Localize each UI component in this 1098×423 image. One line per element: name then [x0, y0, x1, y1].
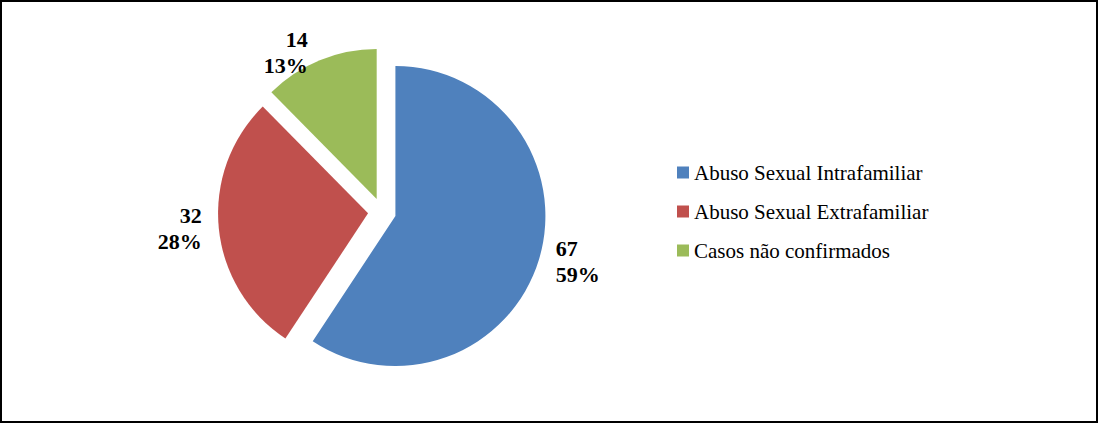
svg-text:32: 32 [180, 203, 202, 228]
svg-text:Casos não confirmados: Casos não confirmados [694, 239, 890, 263]
svg-text:59%: 59% [556, 262, 600, 287]
svg-text:13%: 13% [264, 53, 308, 78]
svg-text:14: 14 [286, 27, 308, 52]
svg-text:67: 67 [556, 236, 578, 261]
svg-text:28%: 28% [158, 229, 202, 254]
svg-text:Abuso Sexual Extrafamiliar: Abuso Sexual Extrafamiliar [694, 200, 928, 224]
svg-text:Abuso Sexual Intrafamiliar: Abuso Sexual Intrafamiliar [694, 161, 923, 185]
